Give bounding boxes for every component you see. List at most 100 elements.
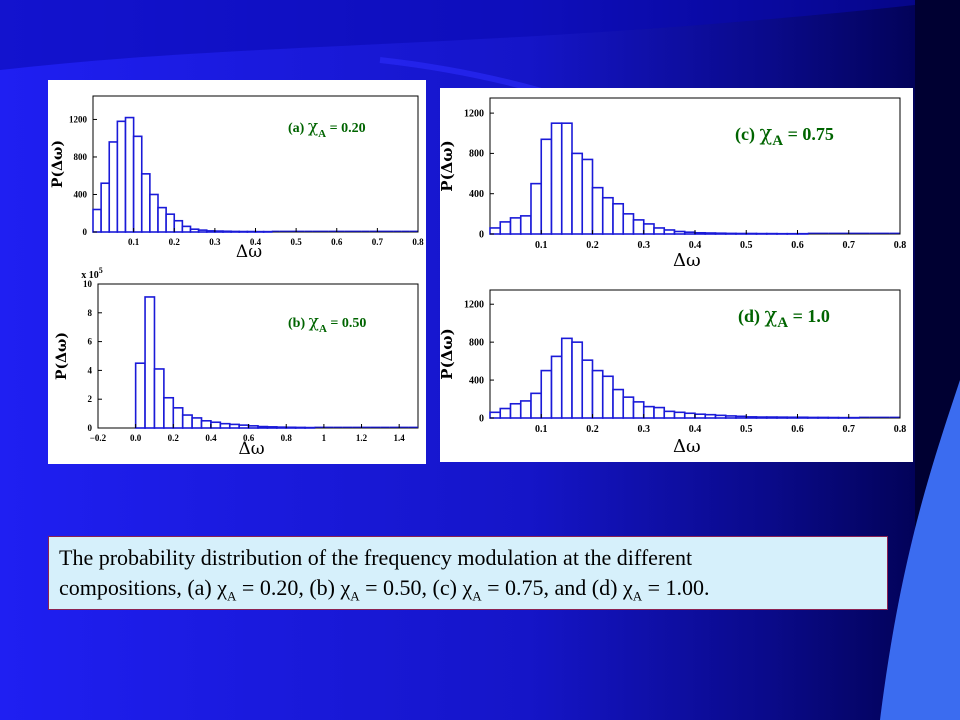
histogram-bar <box>653 406 666 419</box>
histogram-bar <box>189 228 200 233</box>
histogram-bar <box>92 208 102 233</box>
x-tick-label: 0.7 <box>372 237 384 247</box>
caption-segment: compositions, (a) <box>59 575 218 600</box>
histogram-bar <box>132 135 143 233</box>
histogram-bar <box>173 219 184 233</box>
histogram-bar <box>509 217 522 235</box>
histogram-bar <box>157 206 167 233</box>
histogram-bar <box>632 401 645 419</box>
histogram-bar <box>210 421 222 429</box>
y-tick-label: 10 <box>83 279 93 289</box>
caption-segment: = 0.20, (b) <box>236 575 341 600</box>
x-tick-label: 0.5 <box>740 424 753 435</box>
histogram-bar <box>200 420 212 429</box>
annotation-symbol: χ <box>765 303 778 327</box>
histogram-bar <box>591 186 604 235</box>
y-tick-label: 1200 <box>69 114 88 124</box>
x-axis-label: Δω <box>236 242 262 262</box>
histogram-bar <box>165 213 176 233</box>
histogram-bar <box>550 355 563 419</box>
histogram-bar <box>230 230 241 233</box>
histogram-bar <box>632 219 645 235</box>
histogram-bar <box>663 229 676 235</box>
histogram-bar <box>601 375 614 419</box>
histogram-bar <box>683 412 696 419</box>
histogram-bar <box>489 227 502 235</box>
panel-annotation: (d) χA = 1.0 <box>738 303 830 331</box>
panel-annotation: (b) χA = 0.50 <box>288 312 366 335</box>
histogram-bar <box>124 116 135 233</box>
annotation-value: = 1.0 <box>788 306 830 326</box>
annotation-symbol: χ <box>759 121 772 145</box>
panel-annotation: (c) χA = 0.75 <box>735 121 834 149</box>
caption-subscript: A <box>227 588 237 604</box>
x-tick-label: 0.4 <box>689 424 702 435</box>
caption-segment: = 1.00. <box>642 575 710 600</box>
histogram-bar <box>622 396 635 419</box>
y-scale-exponent: 5 <box>99 266 103 275</box>
x-tick-label: 0.8 <box>281 433 293 443</box>
y-tick-label: 8 <box>88 308 93 318</box>
y-tick-label: 1200 <box>464 300 484 311</box>
x-tick-label: 0.2 <box>586 424 599 435</box>
histogram-bar <box>806 416 819 419</box>
histogram-bar <box>612 202 625 235</box>
y-tick-label: 400 <box>469 375 484 386</box>
x-axis-label: Δω <box>239 439 265 459</box>
histogram-bar <box>530 392 543 419</box>
histogram-bar <box>571 341 584 419</box>
x-tick-label: 0.3 <box>209 237 221 247</box>
y-tick-label: 800 <box>469 149 484 160</box>
histogram-bar <box>140 173 151 233</box>
histogram-bar <box>724 415 737 419</box>
histogram-bar <box>642 405 655 419</box>
annotation-tag: (c) <box>735 124 759 145</box>
annotation-subscript: A <box>772 133 783 149</box>
caption-segment: = 0.75, and (d) <box>481 575 623 600</box>
caption-segment: χ <box>340 575 351 600</box>
caption-subscript: A <box>350 588 360 604</box>
annotation-subscript: A <box>319 323 327 335</box>
x-tick-label: 0.1 <box>535 240 548 251</box>
x-tick-label: 1.4 <box>394 433 406 443</box>
annotation-tag: (a) <box>288 121 308 136</box>
histogram-bar <box>219 422 231 429</box>
x-tick-label: 0.2 <box>586 240 599 251</box>
caption-line-1: The probability distribution of the freq… <box>59 545 693 570</box>
histogram-bar <box>228 423 240 429</box>
histogram-bar <box>134 362 146 429</box>
histogram-bar <box>786 416 799 419</box>
histogram-bar <box>205 230 216 233</box>
histogram-bar <box>735 232 748 235</box>
annotation-value: = 0.50 <box>327 316 366 331</box>
histogram-bar <box>560 122 573 235</box>
x-tick-label: 0.0 <box>130 433 142 443</box>
histogram-bar <box>673 230 686 235</box>
background-swoosh-upper <box>0 0 960 70</box>
histogram-bar <box>765 416 778 419</box>
caption-segment: χ <box>217 575 228 600</box>
histogram-bar <box>285 426 297 429</box>
histogram-bar <box>714 414 727 419</box>
histogram-bar <box>276 426 288 429</box>
annotation-symbol: χ <box>309 312 319 332</box>
x-tick-label: 0.5 <box>291 237 303 247</box>
histogram-bar <box>673 411 686 419</box>
histogram-bar <box>745 232 758 235</box>
histogram-bar <box>724 232 737 235</box>
histogram-b: −0.2 0.0 0.2 0.4 0.6 0.8 1 1.2 1.4 0 2 4 6 8 10 Δω P(Δω)… <box>54 266 419 459</box>
x-tick-label: 0.6 <box>791 424 804 435</box>
annotation-value: = 0.20 <box>326 121 365 136</box>
x-tick-label: 0.5 <box>740 240 753 251</box>
x-axis-label: Δω <box>673 436 701 457</box>
y-tick-label: 0 <box>479 413 484 424</box>
histogram-bar <box>197 229 208 233</box>
x-tick-label: 0.4 <box>205 433 217 443</box>
histogram-bar <box>540 138 553 235</box>
background-corner-wave <box>880 380 960 720</box>
annotation-subscript: A <box>777 315 788 331</box>
histogram-bar <box>704 413 717 419</box>
y-axis-label: P(Δω) <box>438 140 456 191</box>
histogram-bar <box>540 369 553 419</box>
y-tick-label: 4 <box>88 365 93 375</box>
